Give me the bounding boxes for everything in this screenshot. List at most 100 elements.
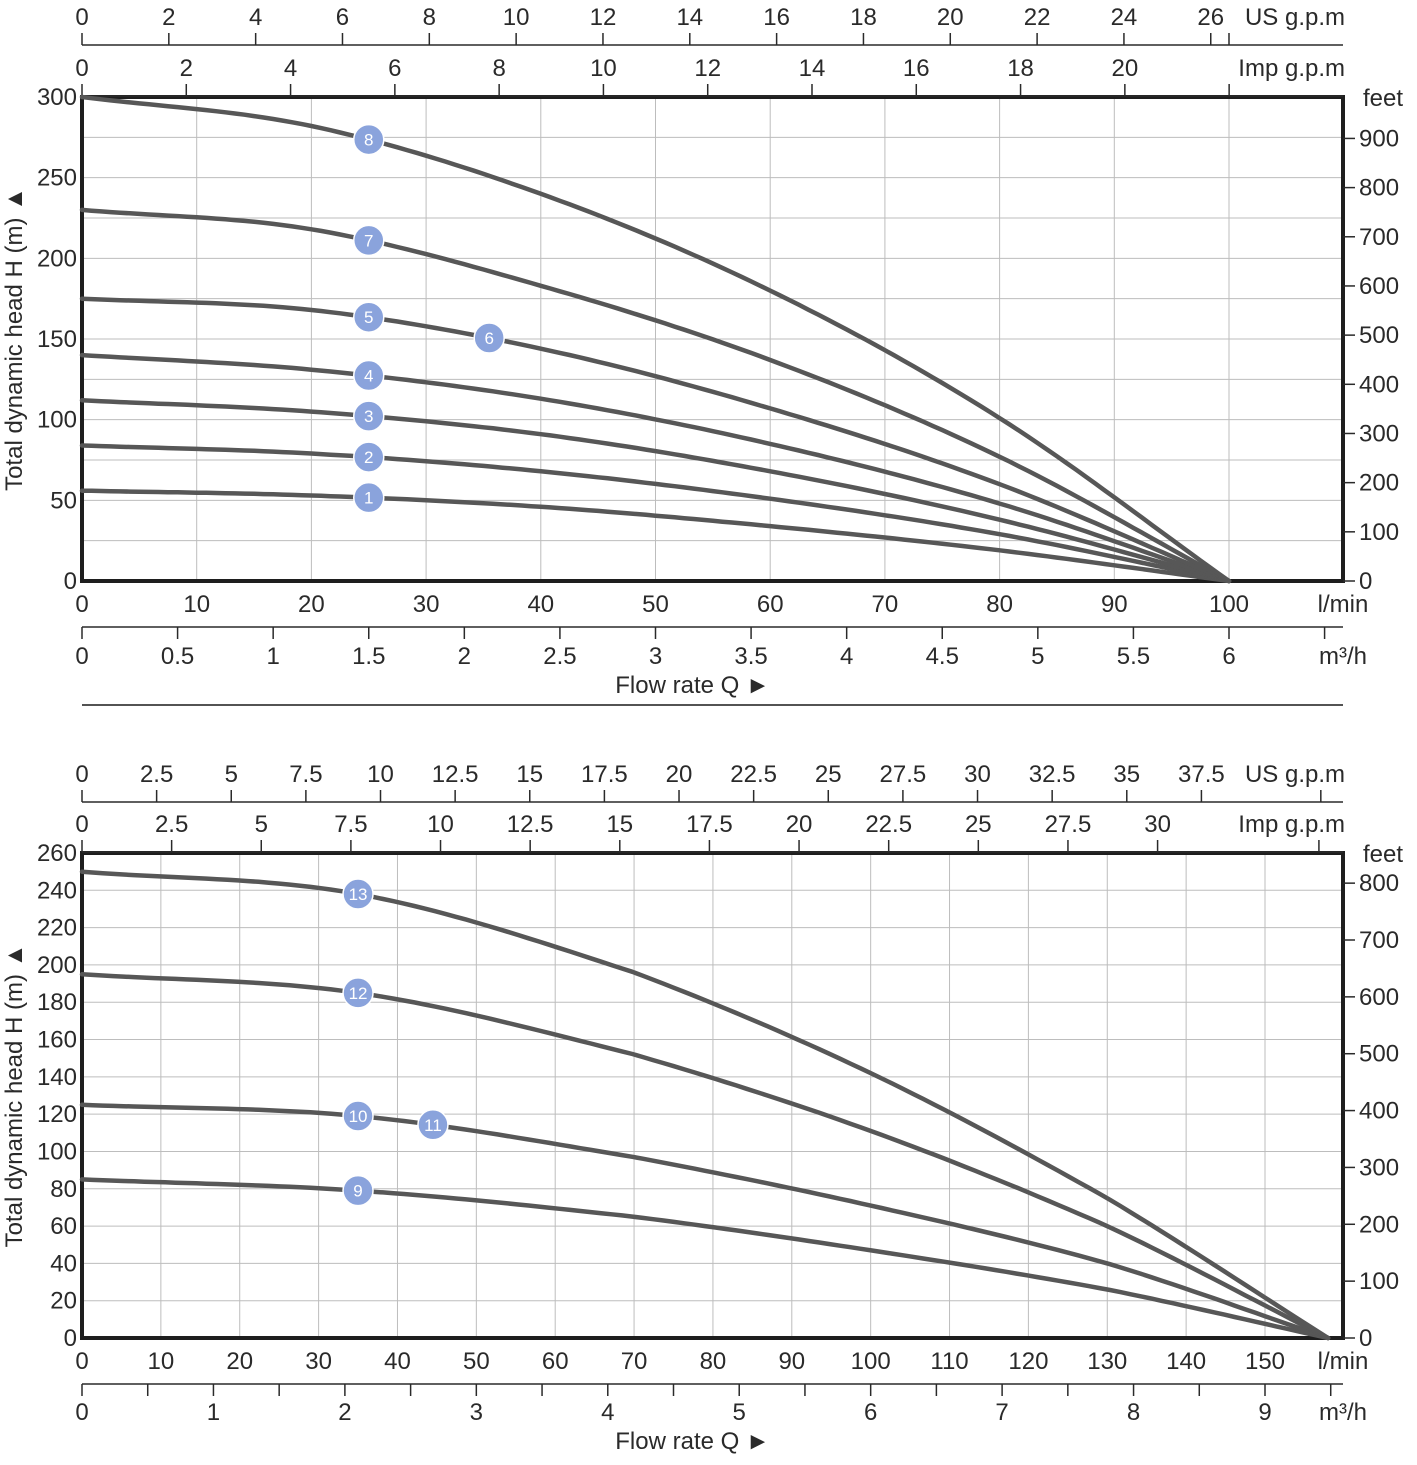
curve-marker-label: 8 (364, 131, 373, 150)
x-tick-label: 30 (413, 591, 440, 618)
curve-marker-circle (353, 359, 385, 392)
y-tick-label: 100 (37, 1138, 77, 1165)
y-tick-label: 300 (37, 84, 77, 111)
curve-marker-10: 10 (342, 1100, 374, 1132)
feet-tick-label: 600 (1359, 984, 1399, 1011)
us-gpm-tick-label: 22.5 (730, 761, 777, 788)
curve-marker-circle (342, 1174, 374, 1207)
x-tick-label: 40 (527, 591, 554, 618)
m3h-tick-label: 3 (649, 643, 662, 670)
x-tick-label: 60 (757, 591, 784, 618)
m3h-tick-label: 3 (470, 1399, 483, 1426)
us-gpm-tick-label: 7.5 (289, 761, 322, 788)
x-tick-label: 140 (1166, 1348, 1206, 1375)
pump-curve-8 (79, 94, 1232, 584)
imp-gpm-tick-label: 6 (388, 55, 401, 82)
curve-marker-7: 7 (353, 224, 385, 257)
imp-gpm-tick-label: 20 (1112, 55, 1139, 82)
m3h-tick-label: 1 (266, 643, 279, 670)
m3h-tick-label: 0.5 (161, 643, 194, 670)
imp-gpm-tick-label: 20 (786, 811, 813, 838)
y-tick-label: 200 (37, 245, 77, 272)
us-gpm-tick-label: 20 (666, 761, 693, 788)
us-gpm-tick-label: 5 (225, 761, 238, 788)
imp-gpm-tick-label: 12.5 (507, 811, 554, 838)
curve-marker-label: 9 (353, 1182, 362, 1201)
pump-curve-1 (79, 488, 1232, 584)
imp-gpm-tick-label: 0 (75, 811, 88, 838)
y-tick-label: 260 (37, 840, 77, 867)
m3h-tick-label: 1.5 (352, 643, 385, 670)
curve-marker-circle (353, 400, 385, 432)
imp-gpm-tick-label: 0 (75, 55, 88, 82)
us-gpm-tick-label: 24 (1111, 4, 1138, 31)
us-gpm-tick-label: 17.5 (581, 761, 628, 788)
feet-tick-label: 800 (1359, 175, 1399, 202)
us-gpm-unit-label: US g.p.m (1245, 761, 1345, 788)
y-tick-label: 40 (50, 1250, 77, 1277)
us-gpm-tick-label: 0 (75, 761, 88, 788)
curve-marker-circle (353, 441, 385, 473)
curve-marker-6: 6 (473, 322, 505, 354)
feet-tick-label: 400 (1359, 371, 1399, 398)
y-tick-label: 250 (37, 165, 77, 192)
x-tick-label: 40 (384, 1348, 411, 1375)
us-gpm-tick-label: 22 (1024, 4, 1051, 31)
x-tick-label: 20 (226, 1348, 253, 1375)
x-tick-label: 90 (778, 1348, 805, 1375)
feet-tick-label: 200 (1359, 470, 1399, 497)
curve-marker-circle (342, 977, 374, 1009)
feet-tick-label: 500 (1359, 1041, 1399, 1068)
y-tick-label: 140 (37, 1064, 77, 1091)
feet-tick-label: 500 (1359, 322, 1399, 349)
x-tick-label: 50 (642, 591, 669, 618)
feet-tick-label: 600 (1359, 273, 1399, 300)
us-gpm-tick-label: 12 (590, 4, 617, 31)
y-tick-label: 50 (50, 487, 77, 514)
imp-gpm-tick-label: 10 (427, 811, 454, 838)
pump-curve-9 (79, 1177, 1331, 1341)
imp-gpm-tick-label: 2 (180, 55, 193, 82)
curve-marker-1: 1 (353, 481, 385, 514)
curve-marker-3: 3 (353, 400, 385, 432)
m3h-tick-label: 4 (601, 1399, 614, 1426)
curve-marker-label: 12 (349, 984, 368, 1003)
curve-marker-4: 4 (353, 359, 385, 392)
imp-gpm-tick-label: 2.5 (155, 811, 188, 838)
y-tick-label: 160 (37, 1027, 77, 1054)
m3h-tick-label: 8 (1127, 1399, 1140, 1426)
imp-gpm-tick-label: 15 (606, 811, 633, 838)
plot-frame (80, 851, 1345, 1340)
imp-gpm-tick-label: 17.5 (686, 811, 733, 838)
y-tick-label: 180 (37, 989, 77, 1016)
m3h-tick-label: 2.5 (543, 643, 576, 670)
us-gpm-tick-label: 14 (676, 4, 703, 31)
curve-marker-label: 7 (364, 231, 373, 250)
curve-marker-label: 4 (364, 367, 373, 386)
imp-gpm-tick-label: 18 (1007, 55, 1034, 82)
pump-curve-2 (79, 443, 1232, 584)
us-gpm-tick-label: 20 (937, 4, 964, 31)
lmin-unit-label: l/min (1318, 1348, 1369, 1375)
curve-marker-circle (417, 1109, 449, 1141)
curve-marker-circle (353, 224, 385, 257)
chart-2: 020406080100120140160180200220240260Tota… (1, 761, 1403, 1455)
curve-marker-label: 13 (349, 885, 368, 904)
us-gpm-tick-label: 35 (1113, 761, 1140, 788)
pump-curve-7 (79, 207, 1232, 584)
curve-marker-label: 5 (364, 308, 373, 327)
m3h-tick-label: 3.5 (734, 643, 767, 670)
x-tick-label: 30 (305, 1348, 332, 1375)
x-tick-label: 70 (621, 1348, 648, 1375)
us-gpm-tick-label: 18 (850, 4, 877, 31)
curve-marker-label: 1 (364, 489, 373, 508)
curve-marker-circle (473, 322, 505, 354)
y-tick-label: 0 (64, 1325, 77, 1352)
us-gpm-tick-label: 15 (516, 761, 543, 788)
imp-gpm-tick-label: 22.5 (865, 811, 912, 838)
imp-gpm-tick-label: 8 (492, 55, 505, 82)
pump-curve-12 (79, 972, 1331, 1341)
imp-gpm-tick-label: 5 (255, 811, 268, 838)
x-tick-label: 60 (542, 1348, 569, 1375)
imp-gpm-tick-label: 30 (1144, 811, 1171, 838)
